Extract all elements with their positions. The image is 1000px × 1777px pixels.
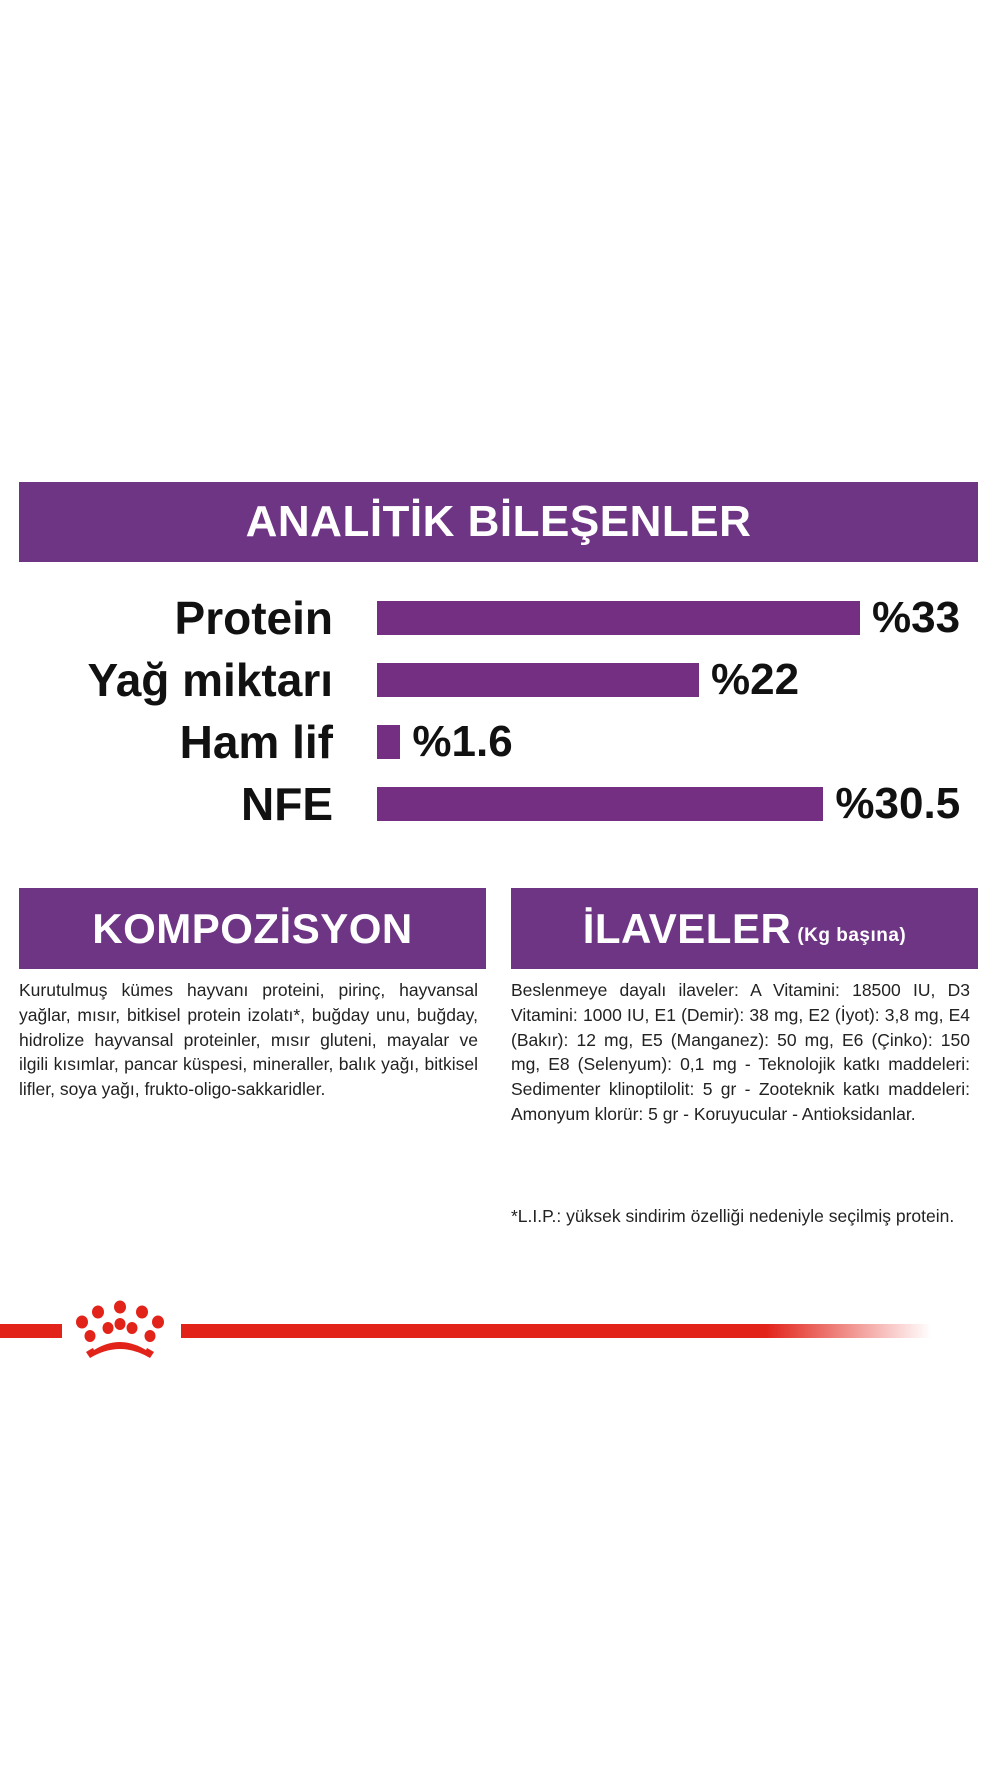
additives-title: İLAVELER (582, 904, 792, 952)
analytic-title: ANALİTİK BİLEŞENLER (245, 497, 752, 546)
analytic-row: NFE %30.5 (0, 779, 1000, 829)
analytic-label: NFE (241, 778, 333, 830)
additives-text: Beslenmeye dayalı ilaveler: A Vitamini: … (511, 980, 970, 1124)
analytic-row: Yağ miktarı %22 (0, 655, 1000, 705)
analytic-label: Yağ miktarı (87, 654, 333, 706)
analytic-value: %1.6 (412, 717, 513, 766)
composition-text: Kurutulmuş kümes hayvanı proteini, pirin… (19, 980, 478, 1100)
analytic-label: Protein (174, 592, 333, 644)
footnote: *L.I.P.: yüksek sindirim özelliği nedeni… (511, 1206, 955, 1226)
additives-banner: İLAVELER (Kg başına) (511, 888, 978, 969)
brand-line-left (0, 1324, 62, 1338)
analytic-bar (377, 601, 860, 635)
royal-canin-crown-icon (76, 1300, 164, 1358)
composition-title: KOMPOZİSYON (92, 904, 413, 952)
additives-subtitle: (Kg başına) (797, 924, 907, 946)
analytic-bar (377, 787, 824, 821)
analytic-label: Ham lif (179, 716, 333, 768)
analytic-components-banner: ANALİTİK BİLEŞENLER (19, 482, 978, 562)
analytic-bar (377, 725, 401, 759)
analytic-row: Protein %33 (0, 593, 1000, 643)
analytic-bar (377, 663, 699, 697)
analytic-row: Ham lif %1.6 (0, 717, 1000, 767)
analytic-value: %22 (711, 655, 800, 704)
brand-line-right (181, 1324, 931, 1338)
analytic-value: %33 (872, 593, 961, 642)
composition-banner: KOMPOZİSYON (19, 888, 486, 969)
analytic-value: %30.5 (835, 779, 961, 828)
